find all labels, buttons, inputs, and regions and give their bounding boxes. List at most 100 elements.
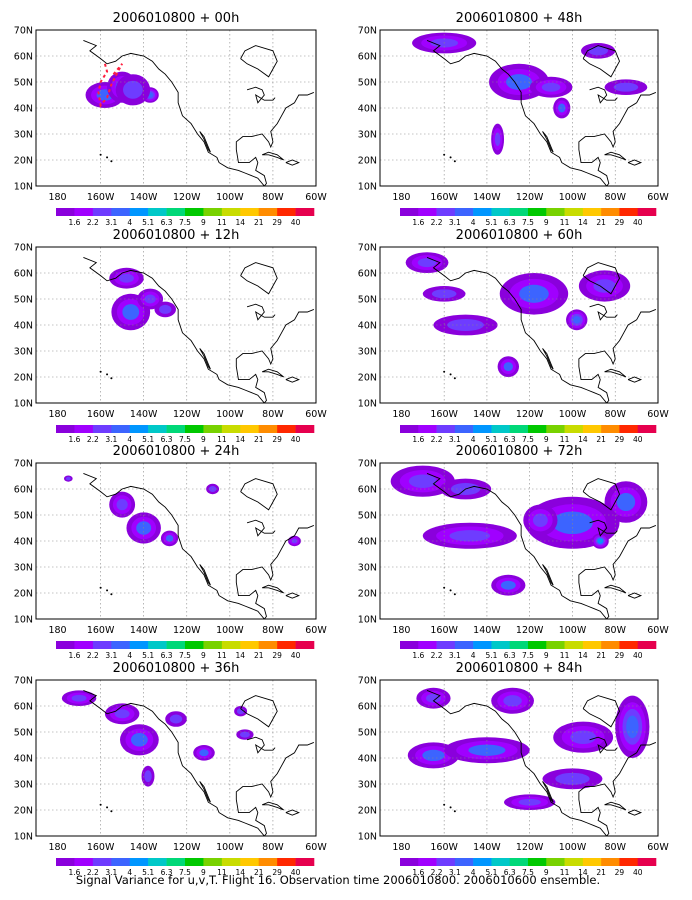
x-tick-label: 120W: [173, 192, 201, 203]
x-tick-label: 120W: [173, 409, 201, 420]
colorbar-label: 1.6: [68, 651, 80, 660]
plot-frame: [379, 246, 659, 404]
coastline: [83, 689, 315, 836]
contour-blob: [449, 530, 491, 542]
colorbar-label: 14: [236, 218, 246, 227]
colorbar-swatch: [111, 641, 131, 649]
colorbar-swatch: [129, 641, 149, 649]
colorbar-swatch: [509, 641, 529, 649]
x-tick-label: 180: [48, 842, 66, 853]
y-tick-label: 60N: [14, 485, 33, 496]
colorbar-swatch: [509, 858, 529, 866]
colorbar-swatch: [148, 858, 167, 866]
contour-blob: [165, 535, 174, 542]
colorbar-label: 4: [127, 651, 132, 660]
colorbar-swatch: [528, 641, 547, 649]
coastline: [83, 256, 315, 403]
y-tick-label: 30N: [358, 780, 377, 791]
colorbar-swatch: [185, 208, 204, 216]
colorbar-swatch: [546, 858, 565, 866]
contour-blob: [417, 258, 437, 268]
contour-blob: [494, 132, 501, 146]
colorbar: 1.6 2.2 3.1 4 5.1 6.3 7.5 9 11 14 21 29 40: [56, 208, 315, 227]
y-tick-label: 70N: [14, 243, 33, 254]
y-tick-label: 20N: [358, 156, 377, 167]
y-tick-label: 70N: [358, 459, 377, 470]
colorbar-swatch: [92, 425, 112, 433]
colorbar-swatch: [295, 858, 315, 866]
colorbar-label: 14: [578, 651, 588, 660]
x-tick-label: 120W: [516, 842, 544, 853]
colorbar-swatch: [129, 425, 149, 433]
colorbar-label: 29: [615, 435, 625, 444]
plot-frame: [35, 246, 317, 404]
colorbar-swatch: [564, 641, 584, 649]
colorbar-label: 1.6: [412, 868, 424, 877]
colorbar-label: 9: [544, 651, 549, 660]
grid: [36, 30, 316, 186]
colorbar-swatch: [221, 858, 241, 866]
colorbar-label: 11: [560, 218, 570, 227]
colorbar-label: 21: [596, 651, 606, 660]
colorbar-label: 6.3: [504, 435, 516, 444]
colorbar-label: 6.3: [161, 651, 173, 660]
y-tick-label: 70N: [14, 26, 33, 37]
colorbar: 1.6 2.2 3.1 4 5.1 6.3 7.5 9 11 14 21 29 40: [400, 425, 657, 444]
coastline: [426, 689, 657, 836]
x-tick-label: 80W: [604, 842, 626, 853]
colorbar-label: 29: [272, 651, 282, 660]
colorbar-swatch: [528, 858, 547, 866]
colorbar-swatch: [546, 425, 565, 433]
colorbar-label: 14: [236, 651, 246, 660]
x-tick-label: 60W: [647, 625, 669, 636]
colorbar-label: 21: [254, 435, 264, 444]
colorbar-label: 21: [254, 868, 264, 877]
variance-field: [405, 252, 631, 377]
colorbar-label: 2.2: [431, 868, 443, 877]
colorbar-swatch: [277, 858, 296, 866]
colorbar-swatch: [221, 641, 241, 649]
colorbar-swatch: [240, 208, 260, 216]
colorbar-label: 40: [633, 435, 643, 444]
colorbar-label: 7.5: [179, 435, 191, 444]
panel-title: 2006010800 + 84h: [456, 661, 583, 676]
panel: 2006010800 + 84h 180 160W 140W 120W 100W 80W 60…: [358, 661, 670, 877]
colorbar-label: 4: [471, 868, 476, 877]
x-tick-label: 160W: [430, 192, 458, 203]
variance-field: [109, 267, 177, 331]
colorbar-swatch: [601, 208, 620, 216]
colorbar-swatch: [619, 208, 639, 216]
colorbar-swatch: [148, 208, 167, 216]
contour-blob: [558, 103, 566, 113]
panel: 2006010800 + 24h 180 160W 140W 120W 100W 80W 60…: [14, 444, 328, 660]
colorbar-swatch: [491, 425, 511, 433]
colorbar-swatch: [129, 858, 149, 866]
colorbar-label: 6.3: [161, 435, 173, 444]
colorbar: 1.6 2.2 3.1 4 5.1 6.3 7.5 9 11 14 21 29 40: [400, 858, 657, 877]
x-tick-label: 60W: [305, 409, 327, 420]
colorbar-label: 1.6: [412, 651, 424, 660]
colorbar-swatch: [454, 641, 474, 649]
colorbar-label: 11: [217, 868, 227, 877]
colorbar-swatch: [637, 858, 657, 866]
y-tick-label: 50N: [358, 511, 377, 522]
colorbar-label: 6.3: [161, 868, 173, 877]
colorbar-swatch: [295, 425, 315, 433]
y-tick-label: 20N: [14, 806, 33, 817]
x-tick-label: 160W: [87, 842, 115, 853]
colorbar-swatch: [185, 425, 204, 433]
colorbar-swatch: [436, 641, 456, 649]
y-tick-label: 60N: [358, 702, 377, 713]
colorbar-label: 1.6: [68, 435, 80, 444]
colorbar-swatch: [111, 858, 131, 866]
plot-frame: [35, 29, 317, 187]
x-tick-label: 100W: [559, 192, 587, 203]
colorbar-swatch: [418, 208, 437, 216]
colorbar-swatch: [454, 208, 474, 216]
contour-blob: [626, 715, 639, 739]
y-tick-label: 50N: [358, 78, 377, 89]
colorbar-swatch: [400, 425, 419, 433]
colorbar-label: 3.1: [449, 435, 461, 444]
colorbar-swatch: [619, 425, 639, 433]
colorbar-swatch: [473, 425, 492, 433]
